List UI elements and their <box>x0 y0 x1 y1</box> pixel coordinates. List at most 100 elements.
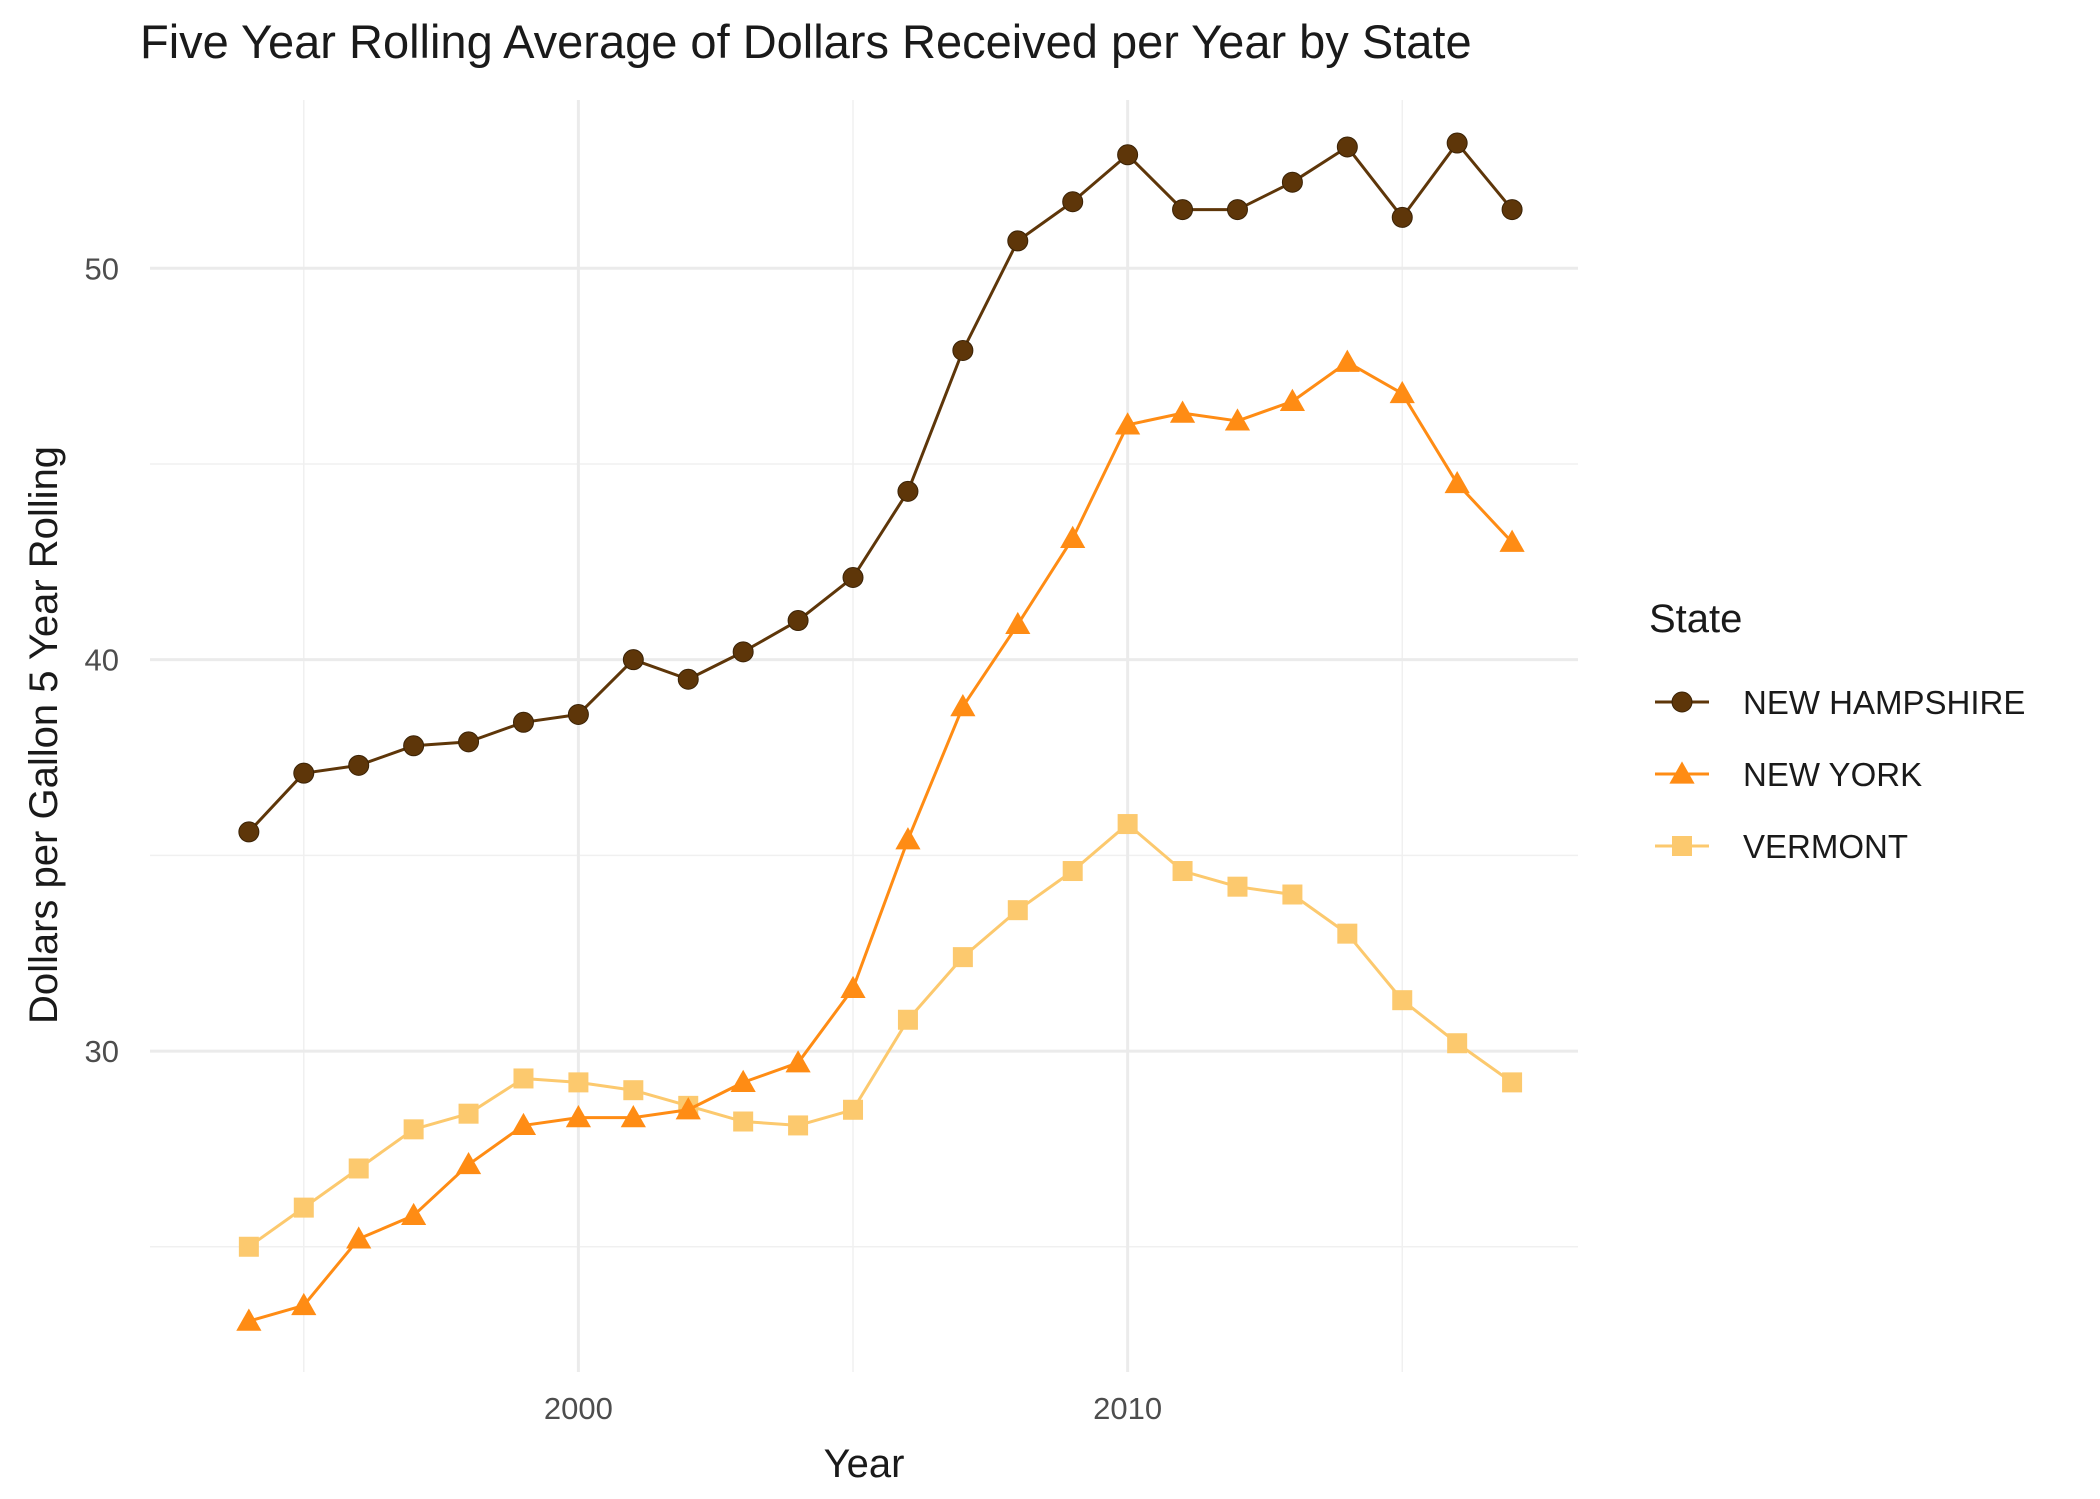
data-point <box>620 1105 646 1128</box>
data-point <box>1062 191 1084 213</box>
data-point <box>840 975 866 999</box>
data-point <box>1444 470 1470 494</box>
axes: 2000 2010 30 40 50 <box>85 251 1163 1426</box>
y-tick-label: 30 <box>85 1034 119 1069</box>
data-point <box>1115 412 1141 435</box>
legend-title: State <box>1649 597 1742 641</box>
y-axis-title: Dollars per Gallon 5 Year Rolling <box>22 446 66 1024</box>
data-point <box>677 668 699 690</box>
legend-label: NEW YORK <box>1743 756 1922 793</box>
data-point <box>952 339 974 361</box>
data-point <box>1334 349 1360 372</box>
data-point <box>897 480 919 502</box>
data-point <box>622 649 644 671</box>
data-point <box>1226 199 1248 221</box>
data-point <box>732 641 754 663</box>
legend-key-marker <box>1672 836 1692 856</box>
data-point <box>293 1197 314 1218</box>
data-point <box>458 731 480 753</box>
data-point <box>1169 400 1196 423</box>
grid <box>150 100 1578 1372</box>
data-point <box>1389 380 1415 404</box>
data-point <box>293 762 315 784</box>
data-point <box>843 1099 864 1120</box>
legend-label: VERMONT <box>1743 828 1908 865</box>
legend-key-marker <box>1669 761 1695 784</box>
data-point <box>1007 230 1029 252</box>
data-point <box>1447 1033 1468 1054</box>
data-point <box>842 566 864 588</box>
y-tick-label: 40 <box>85 643 119 678</box>
series-layer <box>236 132 1525 1331</box>
series-line <box>247 141 1514 833</box>
y-tick-label: 50 <box>85 251 119 286</box>
data-point <box>346 1226 372 1249</box>
x-tick-label: 2000 <box>544 1391 613 1426</box>
data-point <box>1005 611 1031 635</box>
data-point <box>565 1105 591 1128</box>
data-point <box>952 947 973 968</box>
data-point <box>1392 990 1413 1011</box>
data-point <box>1337 923 1358 944</box>
data-point <box>1062 861 1083 882</box>
data-point <box>895 827 921 850</box>
data-point <box>1279 388 1305 411</box>
data-point <box>236 1308 262 1331</box>
data-point <box>568 1072 589 1093</box>
legend-item-new-hampshire: NEW HAMPSHIRE <box>1655 684 2025 721</box>
data-point <box>1060 525 1086 548</box>
data-point <box>785 1050 811 1073</box>
data-point <box>1281 171 1303 193</box>
data-point <box>733 1111 754 1132</box>
data-point <box>1172 199 1194 221</box>
data-point <box>730 1069 756 1092</box>
data-point <box>1502 1072 1523 1093</box>
data-point <box>403 1119 424 1140</box>
data-point <box>458 1103 479 1124</box>
data-point <box>238 821 260 843</box>
data-point <box>512 711 534 733</box>
data-point <box>788 1115 809 1136</box>
x-axis-title: Year <box>824 1442 905 1486</box>
legend-item-vermont: VERMONT <box>1655 828 1908 865</box>
data-point <box>1501 199 1523 221</box>
series-new-hampshire <box>238 132 1523 843</box>
data-point <box>1391 206 1413 228</box>
data-point <box>510 1112 537 1136</box>
legend-item-new-york: NEW YORK <box>1655 756 1922 793</box>
data-point <box>513 1068 534 1089</box>
x-tick-label: 2010 <box>1093 1391 1162 1426</box>
data-point <box>403 735 425 757</box>
series-new-york <box>236 349 1525 1331</box>
data-point <box>1282 884 1303 905</box>
data-point <box>1007 900 1028 921</box>
legend-label: NEW HAMPSHIRE <box>1743 684 2025 721</box>
data-point <box>1117 144 1139 166</box>
series-vermont <box>238 814 1523 1257</box>
data-point <box>567 703 589 725</box>
data-point <box>1224 408 1251 431</box>
data-point <box>455 1151 482 1175</box>
data-point <box>1446 132 1468 154</box>
data-point <box>1499 529 1525 552</box>
legend-key-marker <box>1671 691 1693 713</box>
data-point <box>1336 136 1358 158</box>
data-point <box>238 1236 259 1257</box>
series-line <box>248 360 1514 1323</box>
data-point <box>897 1009 918 1030</box>
data-point <box>1117 814 1138 835</box>
data-point <box>291 1292 317 1316</box>
data-point <box>401 1202 427 1226</box>
data-point <box>675 1097 701 1120</box>
data-point <box>348 754 370 776</box>
chart-title: Five Year Rolling Average of Dollars Rec… <box>140 15 1472 68</box>
data-point <box>950 694 976 717</box>
series-line <box>247 822 1513 1248</box>
data-point <box>1172 861 1193 882</box>
data-point <box>348 1158 369 1179</box>
data-point <box>1227 876 1248 897</box>
data-point <box>787 610 809 632</box>
data-point <box>623 1080 644 1101</box>
legend: State NEW HAMPSHIRE NEW YORK VERMONT <box>1649 597 2025 865</box>
